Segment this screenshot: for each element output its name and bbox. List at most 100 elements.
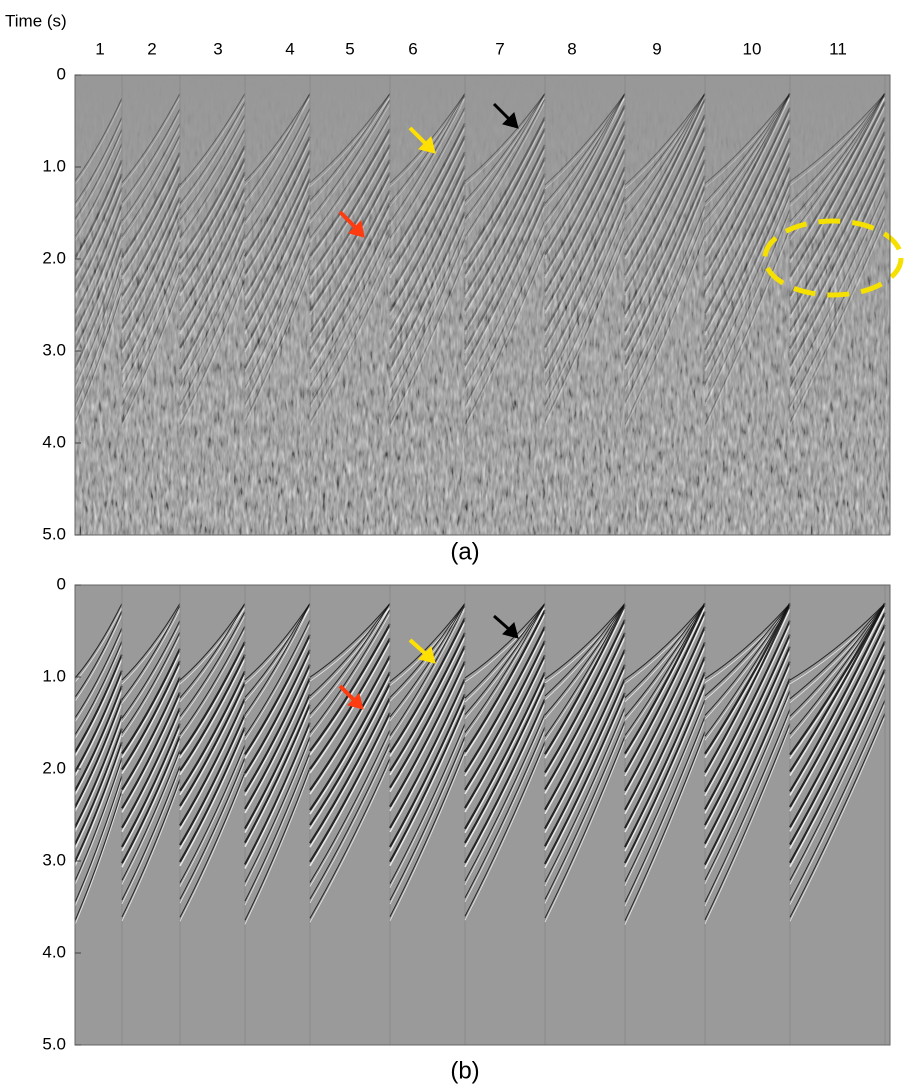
- y-tick-label: 4.0: [42, 942, 66, 961]
- event-light: [624, 688, 706, 868]
- black-arrow: [492, 102, 519, 129]
- event-dark: [179, 698, 247, 827]
- event-dark: [309, 603, 391, 697]
- event-light: [75, 719, 123, 832]
- event-dark: [464, 626, 546, 773]
- event-light: [389, 708, 466, 867]
- event-light: [179, 607, 246, 685]
- event-dark: [179, 654, 246, 772]
- event-light: [244, 740, 311, 887]
- event-light: [544, 739, 626, 923]
- event-light: [244, 697, 311, 834]
- event-dark: [789, 603, 886, 681]
- noise-texture: [75, 75, 890, 535]
- event-light: [244, 726, 311, 869]
- event-dark: [244, 603, 311, 715]
- event-dark: [244, 603, 311, 698]
- event-dark: [244, 664, 312, 793]
- event-dark: [309, 603, 391, 678]
- event-light: [179, 775, 246, 922]
- event-light: [309, 733, 391, 887]
- event-dark: [624, 603, 706, 699]
- y-tick-label: 2.0: [42, 248, 66, 267]
- event-light: [244, 771, 311, 925]
- event-dark: [789, 603, 886, 735]
- event-light: [389, 698, 466, 852]
- event-light: [121, 681, 181, 795]
- event-dark: [624, 716, 706, 903]
- event-dark: [544, 632, 627, 790]
- event-dark: [464, 603, 546, 699]
- event-dark: [179, 682, 247, 807]
- event-light: [464, 630, 546, 777]
- event-light: [121, 727, 181, 852]
- event-dark: [624, 603, 706, 717]
- event-dark: [75, 685, 124, 792]
- event-dark: [789, 654, 887, 846]
- event-dark: [121, 620, 181, 719]
- event-light: [121, 711, 181, 833]
- event-dark: [624, 699, 706, 882]
- event-light: [309, 642, 391, 774]
- event-dark: [309, 697, 391, 844]
- event-light: [464, 658, 546, 813]
- event-dark: [309, 637, 391, 770]
- event-light: [704, 694, 791, 885]
- event-dark: [789, 612, 886, 792]
- event-dark: [544, 604, 626, 755]
- event-dark: [389, 704, 467, 863]
- event-dark: [389, 661, 467, 808]
- event-dark: [704, 661, 792, 845]
- event-dark: [789, 624, 886, 808]
- event-light: [75, 746, 123, 867]
- event-light: [544, 711, 626, 887]
- event-dark: [389, 736, 466, 901]
- event-dark: [624, 684, 707, 864]
- event-light: [75, 794, 123, 925]
- event-dark: [121, 735, 182, 864]
- event-light: [121, 753, 181, 885]
- event-dark: [789, 683, 886, 881]
- shot-label: 7: [495, 39, 504, 58]
- event-light: [179, 731, 246, 867]
- event-light: [464, 717, 546, 886]
- event-light: [309, 716, 391, 867]
- event-dark: [624, 626, 707, 792]
- event-dark: [544, 678, 627, 847]
- event-dark: [389, 645, 466, 789]
- event-dark: [464, 671, 547, 830]
- event-light: [789, 628, 886, 812]
- event-light: [179, 645, 246, 759]
- event-light: [309, 701, 391, 848]
- event-dark: [75, 698, 124, 808]
- event-light: [75, 631, 123, 723]
- event-light: [544, 653, 626, 815]
- shot-label: 4: [285, 39, 294, 58]
- y-tick-label: 0: [57, 574, 66, 593]
- event-dark: [75, 714, 124, 829]
- event-dark: [121, 605, 181, 700]
- event-light: [624, 703, 706, 886]
- seismic-events: [75, 585, 887, 1045]
- event-dark: [309, 623, 391, 752]
- event-light: [75, 644, 123, 739]
- event-dark: [309, 729, 391, 883]
- event-light: [179, 702, 246, 830]
- event-light: [244, 681, 311, 814]
- event-light: [464, 607, 546, 737]
- event-light: [75, 607, 123, 683]
- event-dark: [75, 789, 123, 921]
- event-dark: [309, 603, 391, 715]
- event-light: [121, 652, 181, 759]
- event-dark: [389, 723, 466, 884]
- event-dark: [75, 757, 123, 882]
- event-dark: [789, 602, 886, 773]
- event-dark: [544, 664, 627, 830]
- event-light: [704, 638, 791, 814]
- event-light: [121, 624, 181, 723]
- event-dark: [244, 619, 311, 737]
- event-dark: [704, 646, 792, 826]
- event-dark: [75, 741, 124, 863]
- event-dark: [704, 603, 791, 716]
